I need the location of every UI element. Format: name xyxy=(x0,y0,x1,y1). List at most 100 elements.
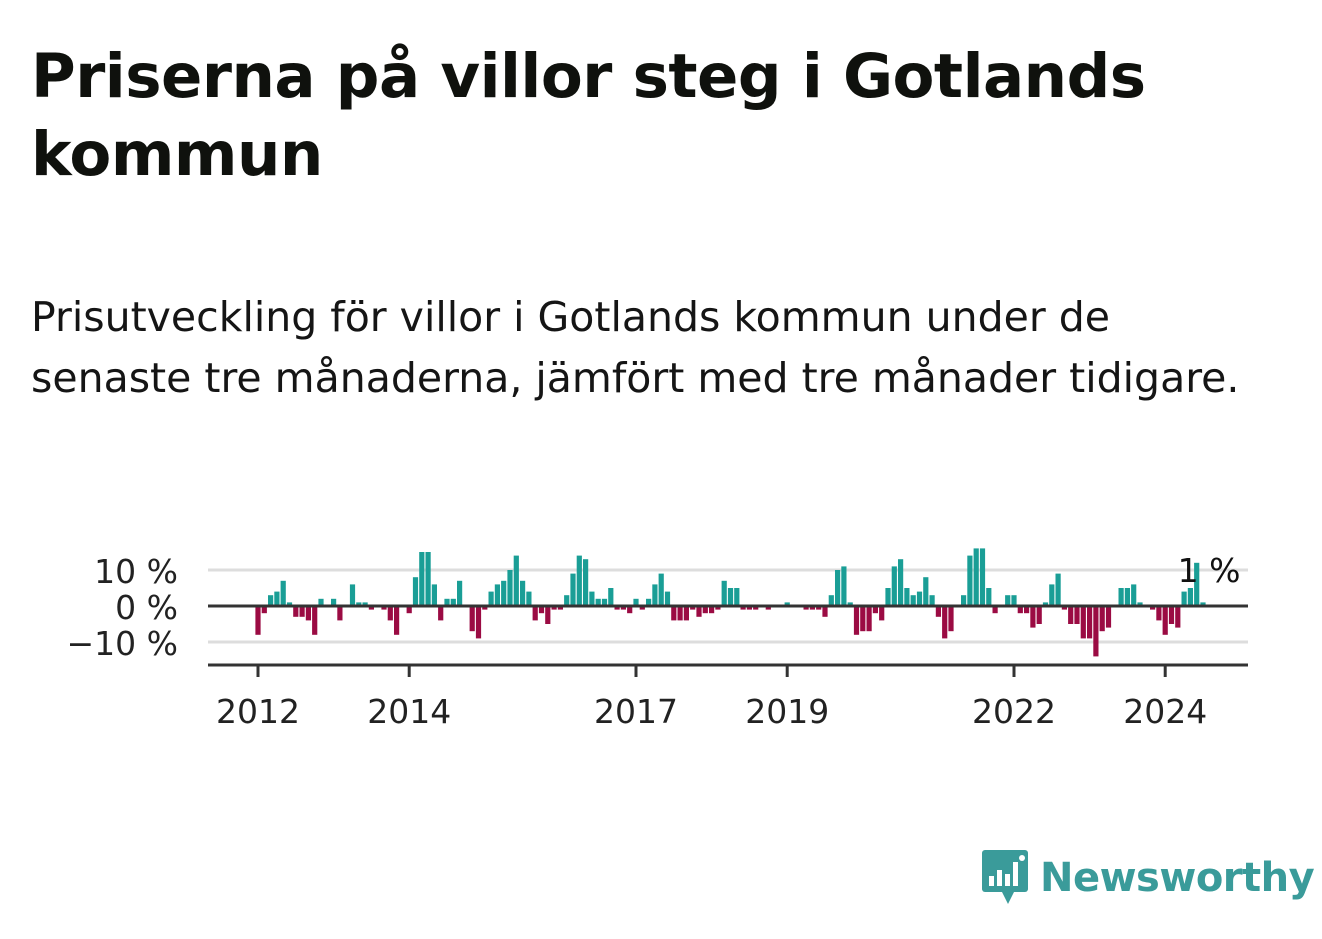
bar xyxy=(475,606,482,639)
bar xyxy=(910,595,916,606)
bar xyxy=(658,573,664,606)
bar xyxy=(652,584,658,606)
bar xyxy=(494,584,500,606)
bar xyxy=(538,606,545,614)
bar xyxy=(576,555,582,606)
bar xyxy=(891,566,897,606)
bar xyxy=(715,606,721,610)
bar xyxy=(885,588,891,606)
bar xyxy=(362,602,368,606)
bar xyxy=(419,552,425,606)
bar xyxy=(1156,606,1162,621)
bar xyxy=(633,598,639,606)
bar xyxy=(627,606,633,614)
bar xyxy=(255,606,261,635)
bar xyxy=(860,606,866,632)
bar xyxy=(1162,606,1168,635)
bar xyxy=(305,606,311,621)
bar xyxy=(545,606,551,624)
bar xyxy=(1099,606,1105,632)
bar xyxy=(986,588,992,606)
bar xyxy=(412,577,419,606)
bar xyxy=(1049,584,1055,606)
bar xyxy=(570,573,576,606)
bar xyxy=(828,595,834,606)
bar xyxy=(557,606,563,610)
bar xyxy=(646,598,652,606)
bar xyxy=(513,555,519,606)
bar xyxy=(1168,606,1175,624)
bar xyxy=(942,606,948,639)
bar xyxy=(948,606,954,632)
bar xyxy=(740,606,746,610)
newsworthy-logo: Newsworthy xyxy=(980,848,1315,908)
bar xyxy=(274,591,280,606)
x-tick-label: 2019 xyxy=(745,692,829,731)
x-tick-label: 2014 xyxy=(367,692,451,731)
bar xyxy=(916,591,923,606)
bar xyxy=(816,606,822,610)
bar xyxy=(709,606,715,614)
bar xyxy=(1080,606,1086,639)
bar xyxy=(532,606,538,621)
bar xyxy=(639,606,645,610)
bar xyxy=(387,606,393,621)
chart-subtitle: Prisutveckling för villor i Gotlands kom… xyxy=(31,293,1240,402)
bar xyxy=(1024,606,1030,614)
bar xyxy=(765,606,771,610)
bar xyxy=(368,606,374,610)
bar xyxy=(822,606,828,617)
bar xyxy=(696,606,702,617)
bar xyxy=(1194,562,1200,606)
bar xyxy=(1131,584,1137,606)
bar xyxy=(1150,606,1156,610)
bar xyxy=(551,606,557,610)
bar xyxy=(1055,573,1061,606)
bar xyxy=(1175,606,1181,628)
bar xyxy=(564,595,570,606)
bar xyxy=(261,606,267,614)
x-tick-label: 2024 xyxy=(1123,692,1207,731)
bar xyxy=(406,606,412,614)
bar xyxy=(677,606,683,621)
bar xyxy=(734,588,740,606)
bar xyxy=(690,606,696,610)
bar xyxy=(809,606,815,610)
bar xyxy=(312,606,318,635)
bar xyxy=(501,580,507,606)
bar xyxy=(1017,606,1023,614)
bar xyxy=(1181,591,1187,606)
bar xyxy=(961,595,967,606)
bar xyxy=(1124,588,1130,606)
bar xyxy=(973,548,979,606)
bar xyxy=(425,552,431,606)
bar xyxy=(1118,588,1124,606)
bar xyxy=(444,598,450,606)
brand-name: Newsworthy xyxy=(1040,855,1315,901)
bar xyxy=(1074,606,1080,624)
bar xyxy=(866,606,872,632)
bar xyxy=(1005,595,1011,606)
bar xyxy=(331,598,337,606)
x-tick-label: 2012 xyxy=(216,692,300,731)
y-axis: 10 %0 %−10 % xyxy=(67,552,179,663)
bar xyxy=(1200,602,1206,606)
bar xyxy=(583,559,589,606)
bar xyxy=(1087,606,1093,639)
bar xyxy=(671,606,677,621)
bar xyxy=(1011,595,1017,606)
bar xyxy=(803,606,809,610)
bar xyxy=(1030,606,1036,628)
bar xyxy=(1105,606,1112,628)
bar xyxy=(1137,602,1143,606)
bar xyxy=(1042,602,1049,606)
bar xyxy=(356,602,362,606)
bar xyxy=(753,606,759,610)
bar xyxy=(381,606,387,610)
bar xyxy=(721,580,727,606)
bar xyxy=(784,602,790,606)
bar xyxy=(727,588,734,606)
bar xyxy=(614,606,620,610)
bar xyxy=(620,606,626,610)
bar xyxy=(601,598,608,606)
